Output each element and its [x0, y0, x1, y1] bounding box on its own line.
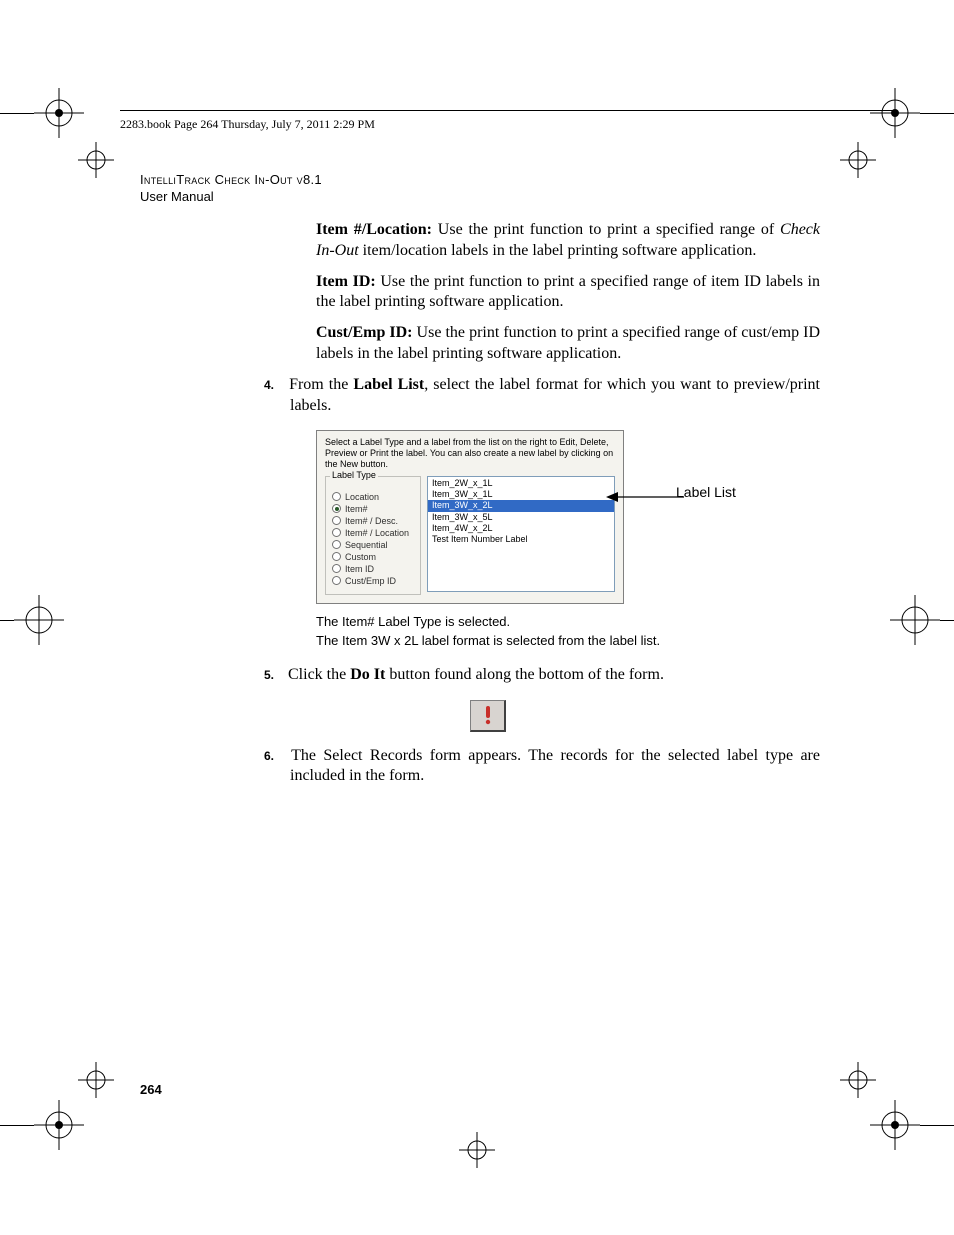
label-type-group: Label Type LocationItem#Item# / Desc.Ite…: [325, 476, 421, 595]
page-number: 264: [140, 1082, 162, 1097]
crop-line: [920, 113, 954, 114]
label-dialog: Select a Label Type and a label from the…: [316, 430, 624, 603]
step4-b1: Label List: [353, 376, 424, 393]
radio-dot[interactable]: [332, 516, 341, 525]
crop-line: [940, 620, 954, 621]
radio-item-id[interactable]: Item ID: [332, 564, 414, 574]
radio-label: Custom: [345, 552, 376, 562]
reg-mark-br2: [838, 1060, 878, 1100]
para3-lead: Cust/Emp ID:: [316, 324, 413, 341]
para-item-id: Item ID: Use the print function to print…: [316, 272, 820, 314]
doc-subtitle: User Manual: [140, 189, 820, 204]
step5-t2: button found along the bottom of the for…: [385, 666, 664, 683]
step-6: 6. The Select Records form appears. The …: [290, 746, 820, 788]
radio-label: Item#: [345, 504, 368, 514]
step-5: 5. Click the Do It button found along th…: [290, 665, 820, 686]
radio-label: Item# / Location: [345, 528, 409, 538]
reg-mark-tl2: [76, 140, 116, 180]
radio-sequential[interactable]: Sequential: [332, 540, 414, 550]
radio-label: Cust/Emp ID: [345, 576, 396, 586]
para1-r1: Use the print function to print a specif…: [432, 221, 780, 238]
radio-dot[interactable]: [332, 564, 341, 573]
step4-num: 4.: [264, 378, 284, 394]
radio-dot[interactable]: [332, 504, 341, 513]
dialog-instruction: Select a Label Type and a label from the…: [325, 437, 615, 469]
radio-item-[interactable]: Item#: [332, 504, 414, 514]
radio-item-location[interactable]: Item# / Location: [332, 528, 414, 538]
para-cust-emp: Cust/Emp ID: Use the print function to p…: [316, 323, 820, 365]
reg-mark-ml: [14, 595, 64, 645]
step5-t1: Click the: [288, 666, 350, 683]
do-it-button-image: [470, 700, 820, 732]
crop-line: [0, 1125, 34, 1126]
list-item[interactable]: Item_3W_x_1L: [428, 489, 614, 500]
screenshot-captions: The Item# Label Type is selected. The It…: [316, 612, 820, 651]
step5-b1: Do It: [350, 666, 385, 683]
para1-lead: Item #/Location:: [316, 221, 432, 238]
radio-dot[interactable]: [332, 528, 341, 537]
reg-mark-br: [870, 1100, 920, 1150]
exclamation-icon: [481, 705, 495, 725]
step6-num: 6.: [264, 749, 284, 765]
label-list-callout: Label List: [676, 484, 736, 500]
list-item[interactable]: Item_4W_x_2L: [428, 523, 614, 534]
list-item[interactable]: Item_2W_x_1L: [428, 478, 614, 489]
radio-dot[interactable]: [332, 540, 341, 549]
radio-label: Item ID: [345, 564, 374, 574]
reg-mark-bl: [34, 1100, 84, 1150]
caption-2: The Item 3W x 2L label format is selecte…: [316, 631, 820, 651]
label-type-legend: Label Type: [330, 470, 378, 480]
step-4: 4. From the Label List, select the label…: [290, 375, 820, 417]
radio-label: Sequential: [345, 540, 388, 550]
radio-dot[interactable]: [332, 576, 341, 585]
crop-line: [0, 113, 34, 114]
list-item[interactable]: Item_3W_x_2L: [428, 500, 614, 511]
para2-lead: Item ID:: [316, 273, 376, 290]
doc-title-text: IntelliTrack Check In-Out v8.1: [140, 172, 322, 187]
reg-mark-bl2: [76, 1060, 116, 1100]
step5-num: 5.: [264, 668, 284, 684]
reg-mark-bc: [457, 1130, 497, 1170]
caption-1: The Item# Label Type is selected.: [316, 612, 820, 632]
doc-title: IntelliTrack Check In-Out v8.1: [140, 172, 820, 187]
radio-item-desc-[interactable]: Item# / Desc.: [332, 516, 414, 526]
reg-mark-mr: [890, 595, 940, 645]
radio-dot[interactable]: [332, 552, 341, 561]
radio-cust-emp-id[interactable]: Cust/Emp ID: [332, 576, 414, 586]
list-item[interactable]: Test Item Number Label: [428, 534, 614, 545]
page-header: 2283.book Page 264 Thursday, July 7, 201…: [120, 110, 894, 132]
radio-label: Item# / Desc.: [345, 516, 398, 526]
step4-t1: From the: [289, 376, 353, 393]
crop-line: [0, 620, 14, 621]
step6-text: The Select Records form appears. The rec…: [290, 747, 820, 785]
reg-mark-tr2: [838, 140, 878, 180]
do-it-button[interactable]: [470, 700, 506, 732]
radio-label: Location: [345, 492, 379, 502]
para-item-location: Item #/Location: Use the print function …: [316, 220, 820, 262]
page-header-text: 2283.book Page 264 Thursday, July 7, 201…: [120, 117, 375, 131]
reg-mark-tl: [34, 88, 84, 138]
label-dialog-screenshot: Select a Label Type and a label from the…: [316, 430, 816, 603]
radio-location[interactable]: Location: [332, 492, 414, 502]
crop-line: [920, 1125, 954, 1126]
para1-r2: item/location labels in the label printi…: [359, 242, 757, 259]
para2-rest: Use the print function to print a specif…: [316, 273, 820, 311]
radio-custom[interactable]: Custom: [332, 552, 414, 562]
radio-dot[interactable]: [332, 492, 341, 501]
list-item[interactable]: Item_3W_x_5L: [428, 512, 614, 523]
label-list-box[interactable]: Item_2W_x_1LItem_3W_x_1LItem_3W_x_2LItem…: [427, 476, 615, 592]
